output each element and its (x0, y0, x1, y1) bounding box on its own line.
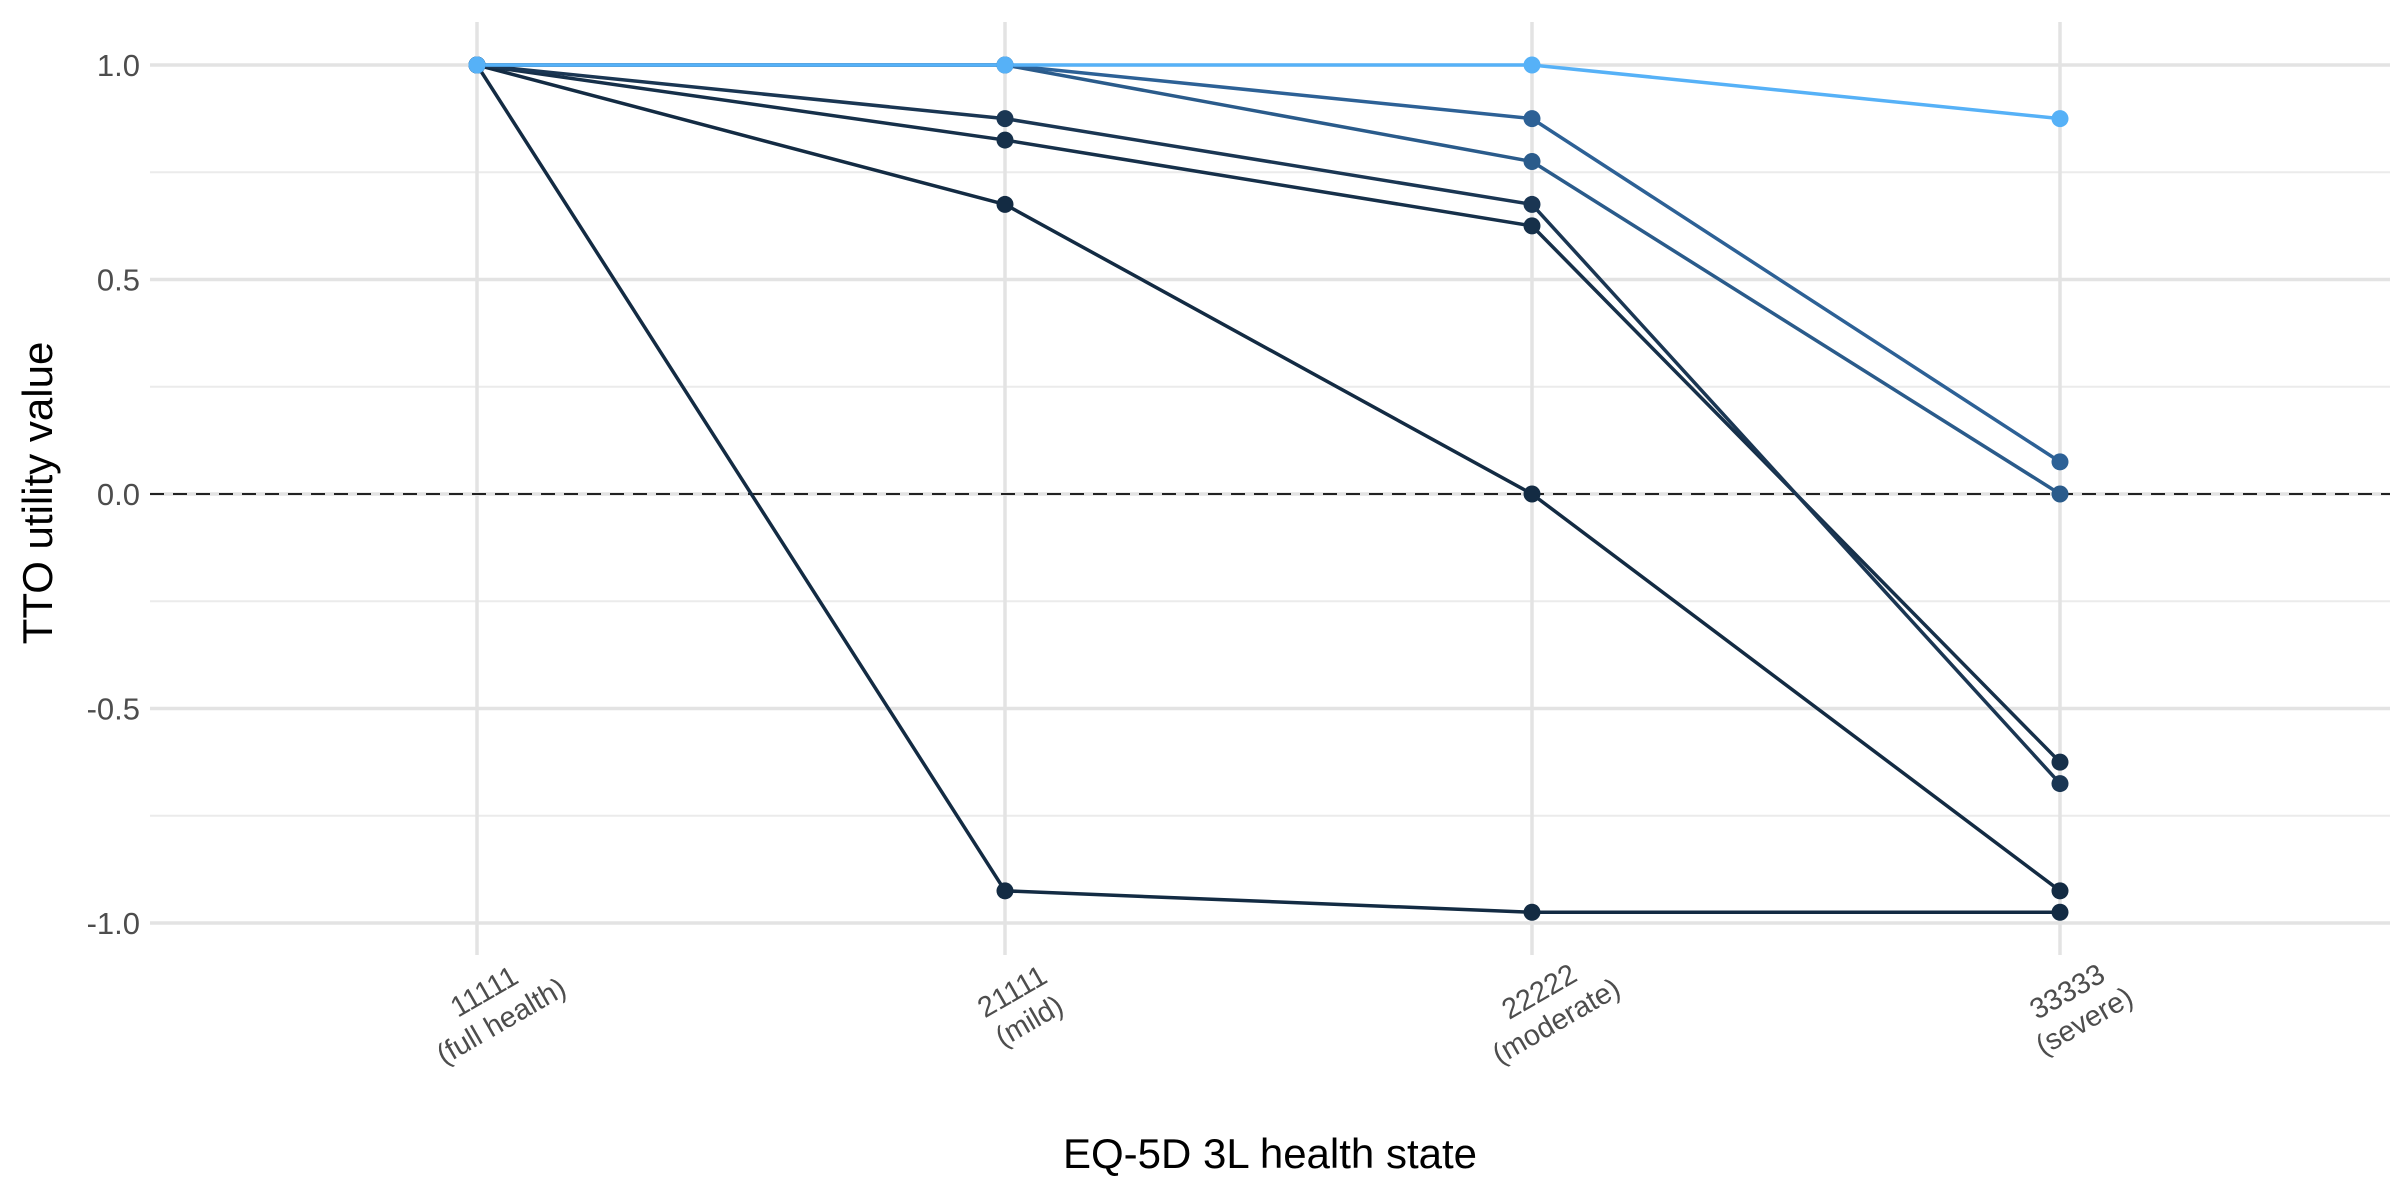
x-tick-label: 22222(moderate) (1487, 958, 1626, 1071)
x-axis-ticks: 11111(full health) 21111(mild) 22222(moder… (431, 958, 2139, 1071)
y-axis-title: TTO utility value (14, 342, 61, 645)
x-tick-label: 21111(mild) (972, 960, 1069, 1054)
series-line (476, 63, 2062, 785)
x-axis-title: EQ-5D 3L health state (1063, 1130, 1477, 1177)
data-point (2051, 110, 2069, 128)
data-point (1523, 903, 1541, 921)
x-tick-label: 33333(severe) (2025, 958, 2139, 1062)
data-point (996, 195, 1014, 213)
y-axis-ticks: -1.0 -0.5 0.0 0.5 1.0 (87, 48, 140, 941)
data-point (996, 131, 1014, 149)
y-tick-label: 0.5 (97, 263, 140, 298)
y-tick-label: -0.5 (87, 692, 140, 727)
y-tick-label: 1.0 (97, 48, 140, 83)
data-point (996, 56, 1014, 74)
data-point (468, 56, 486, 74)
series-line (477, 63, 2061, 464)
data-point (2051, 882, 2069, 900)
data-point (2051, 775, 2069, 793)
y-tick-label: 0.0 (97, 477, 140, 512)
series-line (475, 64, 2060, 915)
y-tick-label: -1.0 (87, 906, 140, 941)
series-line (476, 63, 2062, 764)
data-point (1523, 217, 1541, 235)
data-point (1523, 153, 1541, 171)
data-point (1523, 195, 1541, 213)
x-tick-label: 11111(full health) (431, 960, 571, 1071)
series-line (477, 63, 2061, 121)
data-point (1523, 56, 1541, 74)
series-line (476, 63, 2062, 893)
data-point (996, 110, 1014, 128)
data-point (2051, 485, 2069, 503)
data-point (2051, 753, 2069, 771)
data-point (996, 882, 1014, 900)
data-point (2051, 903, 2069, 921)
data-point (1523, 110, 1541, 128)
data-point (2051, 453, 2069, 471)
data-points (468, 56, 2069, 921)
data-point (1523, 485, 1541, 503)
series-lines (475, 63, 2062, 915)
